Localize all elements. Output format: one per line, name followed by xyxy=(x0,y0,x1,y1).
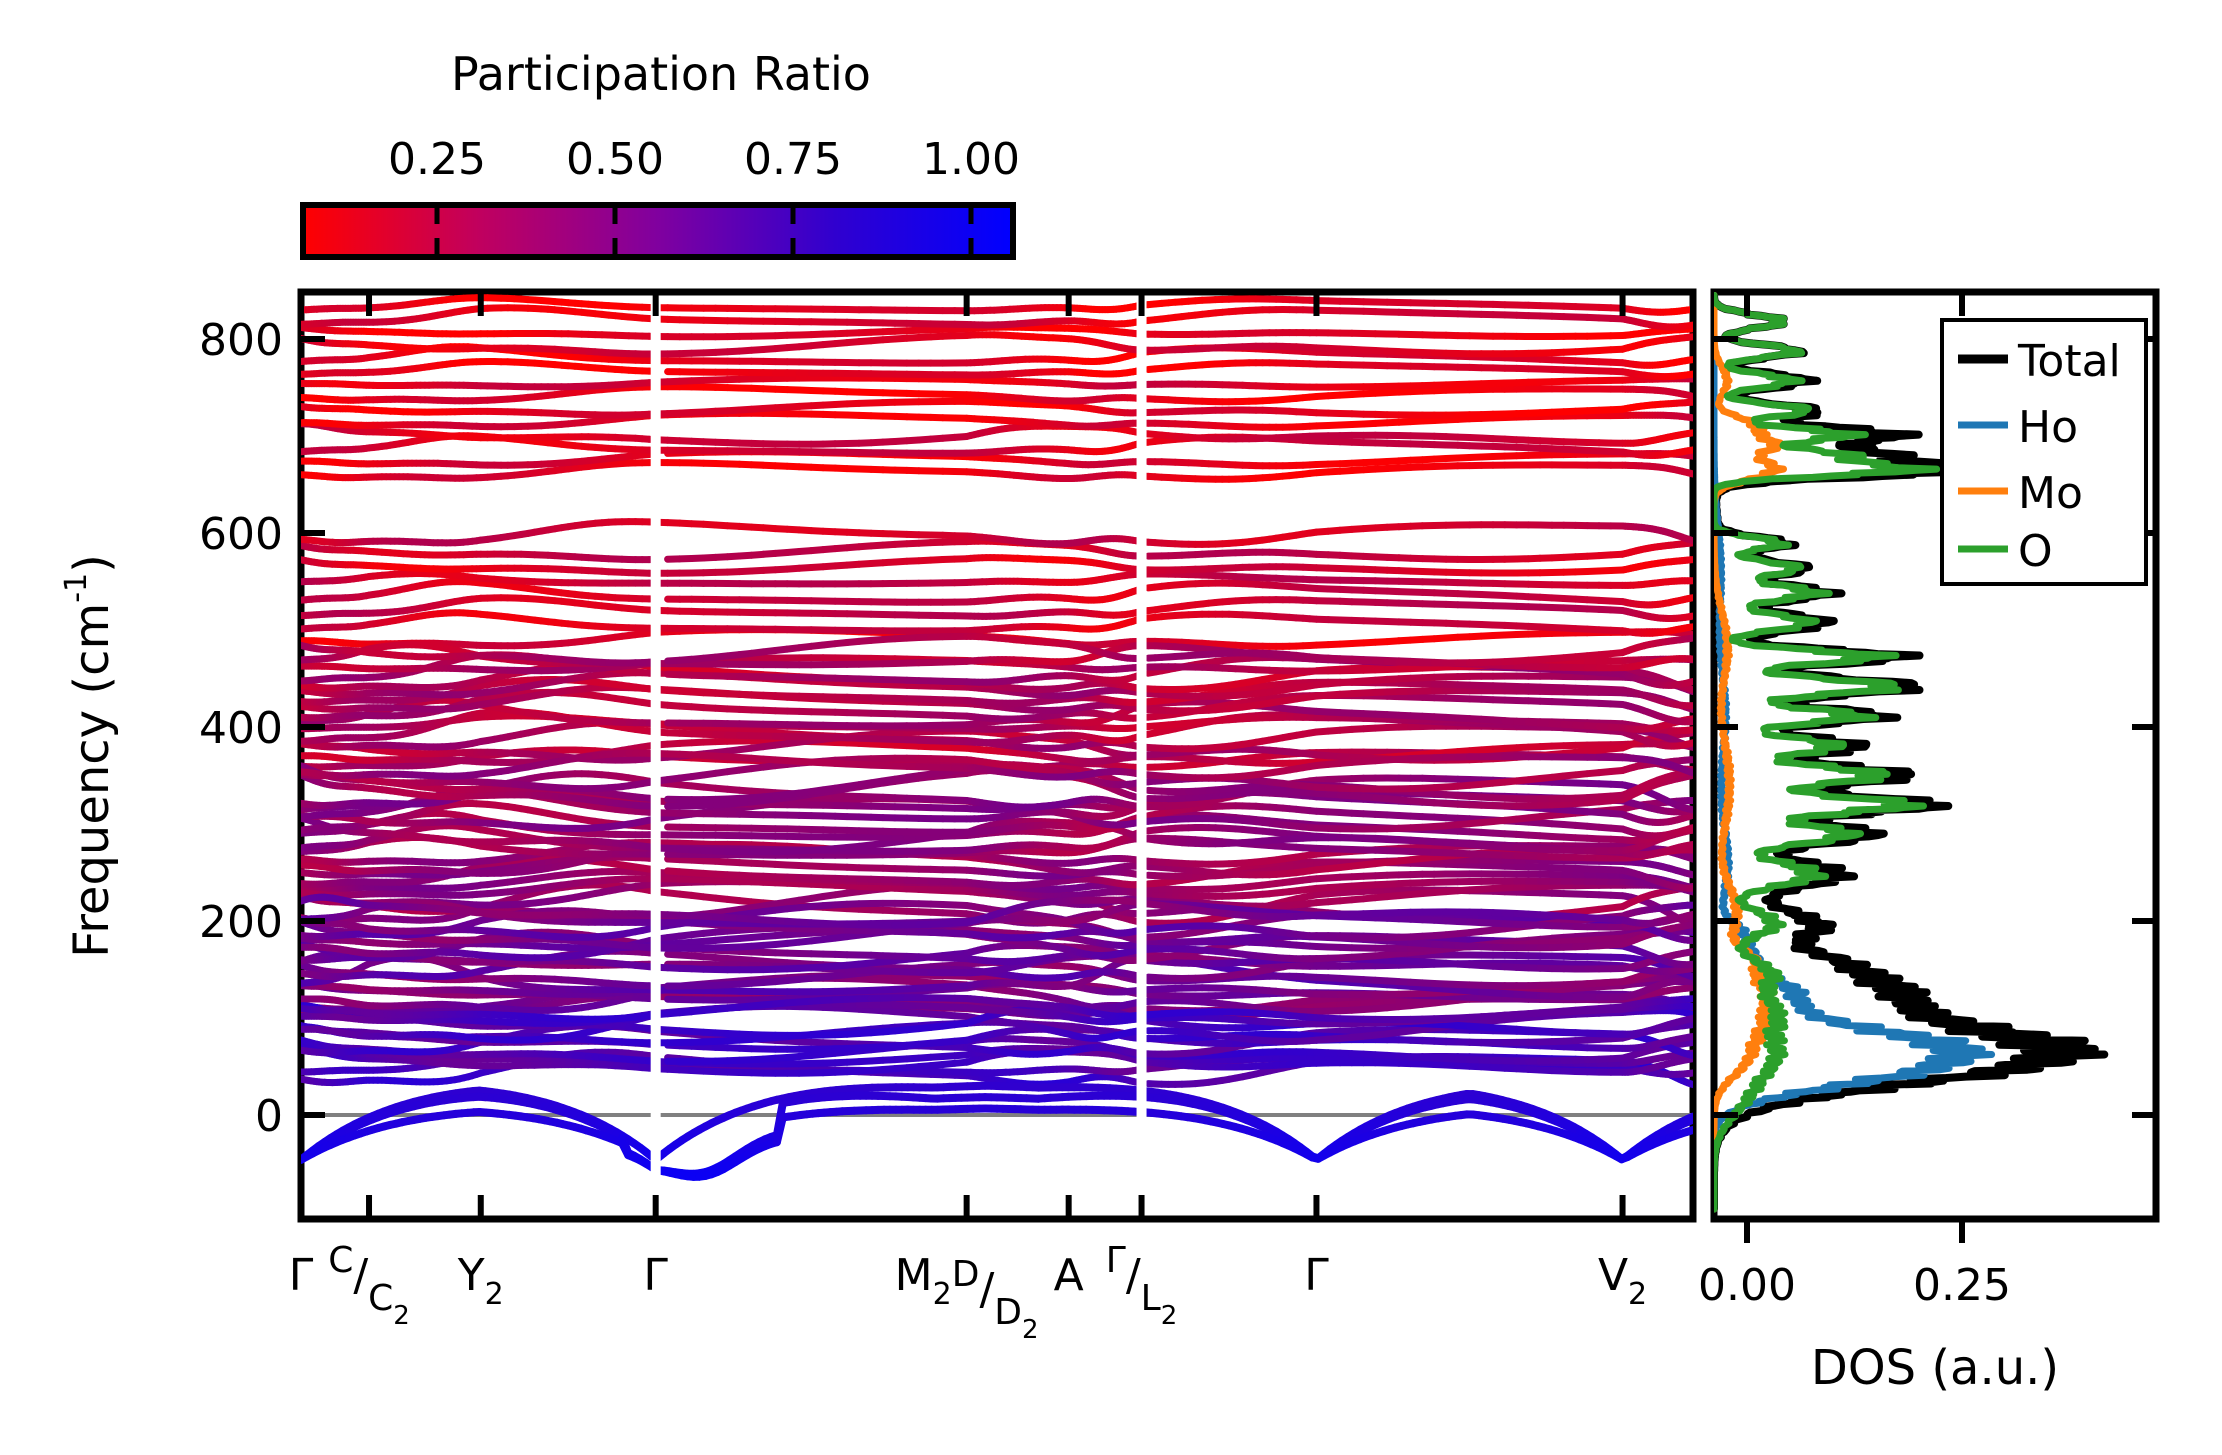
colorbar xyxy=(300,202,1016,260)
dos-x-tick-label-1: 0.25 xyxy=(1913,1260,2011,1311)
legend-frame xyxy=(1940,318,2148,586)
band-y-tick-label-3: 600 xyxy=(199,509,283,560)
dos-curve-o xyxy=(1714,292,1941,1213)
dos-curve-total xyxy=(1714,292,2109,1214)
legend-label-ho: Ho xyxy=(2018,402,2078,453)
band-x-tick-label-0: Γ xyxy=(289,1250,314,1301)
band-x-tick-label-6: Γ/L2 xyxy=(1106,1240,1178,1331)
colorbar-tick-label-1: 0.50 xyxy=(566,134,664,185)
dos-x-tick-label-0: 0.00 xyxy=(1698,1260,1796,1311)
band-structure-panel: 0 200 400 600 800 Frequency (cm-1) Γ C/C2… xyxy=(59,288,1697,1345)
band-x-ticks xyxy=(298,292,1696,1219)
band-x-tick-label-5: A xyxy=(1054,1250,1084,1301)
band-x-tick-label-7: Γ xyxy=(1304,1250,1329,1301)
band-x-tick-label-2: Y2 xyxy=(457,1250,504,1312)
ylabel-tail: ) xyxy=(64,554,120,573)
colorbar-title: Participation Ratio xyxy=(451,47,871,101)
band-y-tick-label-1: 200 xyxy=(199,897,283,948)
band-y-ticks xyxy=(301,336,325,1118)
dos-panel: 0.00 0.25 DOS (a.u.) Total Ho Mo O xyxy=(1698,288,2160,1396)
band-curves xyxy=(301,294,1693,1215)
band-y-axis-label: Frequency (cm-1) xyxy=(59,554,120,958)
legend-label-mo: Mo xyxy=(2018,468,2083,519)
dos-curve-mo xyxy=(1714,292,1787,1213)
band-y-tick-label-0: 0 xyxy=(255,1091,283,1142)
ylabel-superscript: -1 xyxy=(59,573,94,603)
colorbar-ticks xyxy=(434,205,974,257)
ylabel-main: Frequency (cm xyxy=(64,603,120,958)
colorbar-gradient xyxy=(303,205,1013,257)
legend-label-o: O xyxy=(2018,526,2053,577)
dos-x-axis-label: DOS (a.u.) xyxy=(1811,1340,2059,1396)
legend-label-total: Total xyxy=(2017,336,2121,387)
colorbar-tick-label-2: 0.75 xyxy=(744,134,842,185)
colorbar-tick-label-3: 1.00 xyxy=(922,134,1020,185)
colorbar-tick-label-0: 0.25 xyxy=(388,134,486,185)
band-y-tick-label-4: 800 xyxy=(199,315,283,366)
band-x-tick-labels: Γ C/C2 Y2 Γ M2D/D2 A Γ/L2 Γ V2 xyxy=(289,1240,1647,1345)
dos-x-ticks xyxy=(1744,292,1965,1243)
band-x-tick-label-1: C/C2 xyxy=(328,1240,410,1331)
band-x-tick-label-3: Γ xyxy=(643,1250,668,1301)
band-x-tick-label-8: V2 xyxy=(1598,1250,1647,1312)
dos-curves xyxy=(1714,292,2109,1214)
colorbar-frame xyxy=(300,202,1016,260)
band-x-tick-label-4: M2D/D2 xyxy=(895,1250,1039,1345)
dos-legend: Total Ho Mo O xyxy=(1940,318,2148,586)
band-y-tick-label-2: 400 xyxy=(199,703,283,754)
